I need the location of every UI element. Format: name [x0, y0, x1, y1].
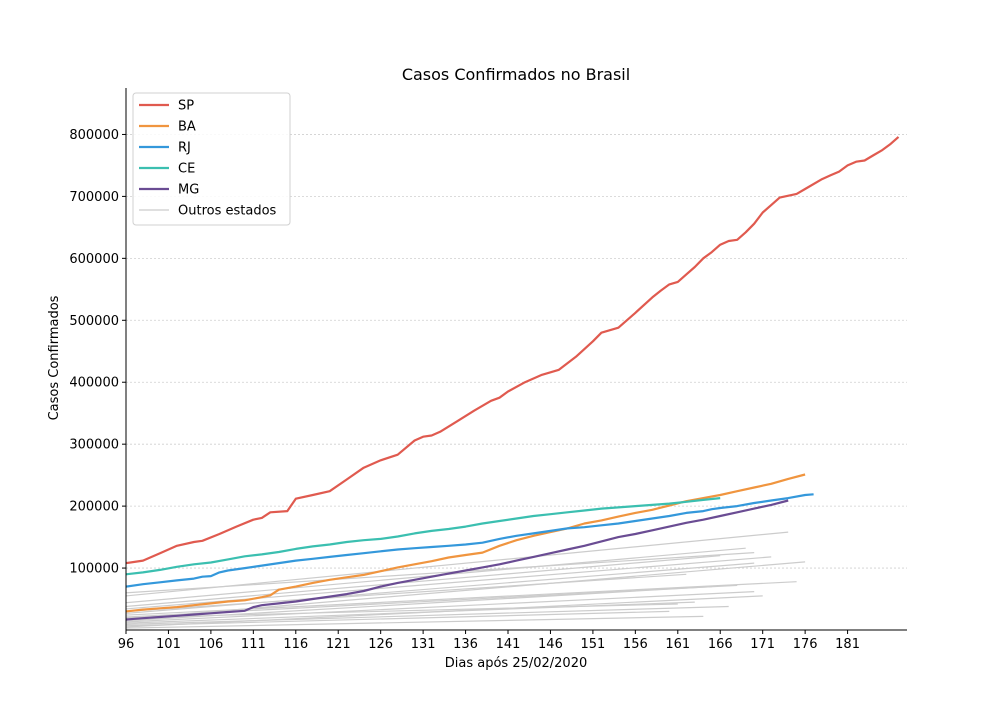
- y-axis-label: Casos Confirmados: [47, 295, 62, 420]
- legend-box: [132, 92, 291, 226]
- x-tick-label-171: 171: [750, 637, 775, 652]
- y-tick-label-500000: 500000: [69, 314, 119, 329]
- legend-label-2: RJ: [178, 141, 191, 156]
- x-tick-label-156: 156: [623, 637, 648, 652]
- x-tick-label-96: 96: [118, 637, 135, 652]
- x-tick-label-126: 126: [368, 637, 393, 652]
- other-state-line-8: [125, 561, 806, 620]
- axes: [125, 88, 907, 631]
- x-tick-label-176: 176: [793, 637, 818, 652]
- legend: SP BA RJ CE MG Outros estados: [132, 92, 291, 226]
- x-ticks: 96 101 106 111 116 121 126 131 136 141 146 151 156 16…: [118, 630, 860, 652]
- x-tick-label-161: 161: [665, 637, 690, 652]
- legend-label-5: Outros estados: [178, 204, 277, 219]
- other-state-line-10: [125, 591, 755, 623]
- series-line-sp: [125, 136, 900, 565]
- other-states-lines: [125, 531, 806, 629]
- legend-label-1: BA: [178, 120, 196, 135]
- series-line-rj: [125, 493, 814, 588]
- other-state-line-14: [125, 595, 763, 628]
- x-tick-label-146: 146: [538, 637, 563, 652]
- series-lines: [125, 136, 900, 621]
- x-tick-label-151: 151: [580, 637, 605, 652]
- chart-title: Casos Confirmados no Brasil: [402, 65, 630, 84]
- x-tick-label-131: 131: [411, 637, 436, 652]
- other-state-line-4: [125, 573, 687, 612]
- x-tick-label-106: 106: [198, 637, 223, 652]
- x-tick-label-121: 121: [326, 637, 351, 652]
- legend-label-3: CE: [178, 162, 195, 177]
- x-tick-label-136: 136: [453, 637, 478, 652]
- y-tick-label-400000: 400000: [69, 376, 119, 391]
- legend-label-0: SP: [178, 99, 194, 114]
- other-state-line-5: [125, 562, 755, 614]
- legend-label-4: MG: [178, 183, 199, 198]
- y-tick-label-800000: 800000: [69, 128, 119, 143]
- other-state-line-16: [125, 603, 678, 619]
- x-tick-label-116: 116: [283, 637, 308, 652]
- x-tick-label-141: 141: [496, 637, 521, 652]
- series-line-ce: [125, 497, 721, 576]
- other-state-line-2: [125, 555, 721, 608]
- y-tick-label-200000: 200000: [69, 500, 119, 515]
- other-state-line-17: [125, 552, 755, 594]
- y-tick-label-100000: 100000: [69, 562, 119, 577]
- y-tick-label-600000: 600000: [69, 252, 119, 267]
- y-ticks: 100000 200000 300000 400000 500000 600000 7000…: [69, 128, 126, 577]
- y-tick-label-700000: 700000: [69, 190, 119, 205]
- y-tick-label-300000: 300000: [69, 438, 119, 453]
- other-state-line-15: [125, 615, 704, 629]
- x-tick-label-101: 101: [156, 637, 181, 652]
- series-line-mg: [125, 499, 789, 621]
- x-tick-label-166: 166: [708, 637, 733, 652]
- x-tick-label-181: 181: [835, 637, 860, 652]
- other-state-line-13: [125, 610, 670, 627]
- x-axis-label: Dias após 25/02/2020: [445, 656, 588, 671]
- x-tick-label-111: 111: [241, 637, 266, 652]
